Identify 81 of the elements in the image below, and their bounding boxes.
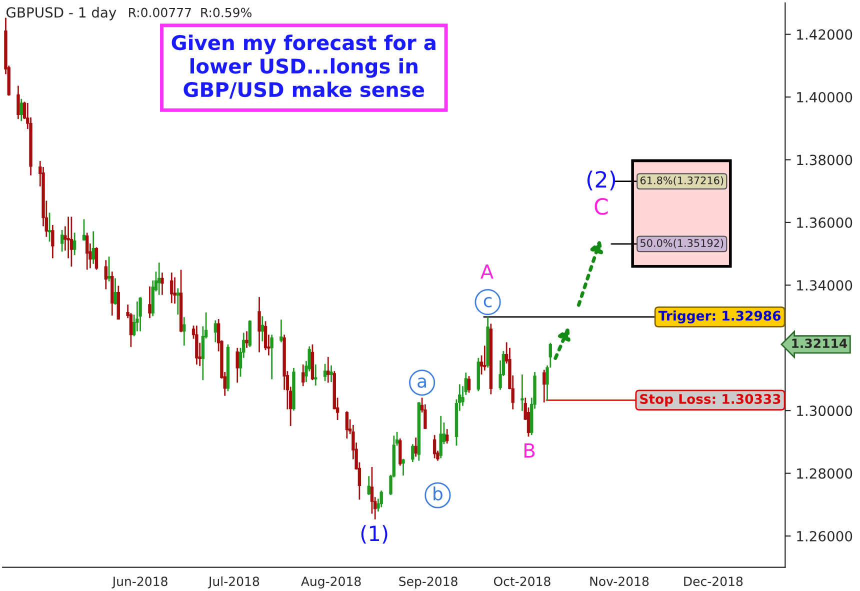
candlestick — [60, 229, 64, 252]
annotation: B — [524, 443, 535, 458]
y-tick-label: 1.42000 — [797, 29, 852, 40]
candlestick — [107, 256, 111, 282]
annotation: c — [484, 296, 492, 308]
candlestick — [446, 428, 449, 444]
candlestick — [367, 475, 370, 496]
candlestick — [160, 272, 164, 296]
annotation: (1) — [361, 525, 388, 544]
candlestick — [398, 438, 402, 466]
candlestick — [138, 296, 142, 332]
candlestick — [520, 374, 524, 412]
candlestick — [432, 434, 436, 459]
candlestick — [245, 330, 248, 349]
candlestick — [526, 406, 530, 438]
annotation: A — [480, 264, 494, 279]
candlestick — [439, 415, 442, 459]
candlestick — [51, 224, 54, 259]
candlestick — [345, 410, 349, 440]
candlestick — [258, 296, 261, 353]
y-tick-label: 1.40000 — [797, 92, 852, 102]
candlestick — [214, 320, 218, 343]
candlestick — [380, 490, 383, 508]
candlestick — [323, 363, 327, 382]
candlestick — [542, 369, 546, 404]
chart-title: GBPUSD - 1 day — [6, 6, 116, 20]
candlestick — [483, 344, 486, 372]
annotation: Given my forecast for a lower USD...longs in GBP/USD make sense — [172, 34, 436, 99]
candlestick — [70, 216, 74, 268]
y-tick-label: 1.36000 — [797, 217, 852, 228]
candlestick — [326, 356, 330, 384]
x-tick-label: Aug-2018 — [301, 576, 361, 588]
x-tick-label: Jul-2018 — [208, 576, 260, 588]
candlestick — [16, 85, 20, 120]
candlestick — [270, 334, 274, 380]
candlestick — [411, 443, 414, 463]
y-tick-label: 1.38000 — [797, 154, 852, 166]
y-tick-label: 1.30000 — [797, 406, 852, 416]
candlestick — [173, 276, 176, 304]
x-tick-label: Sep-2018 — [399, 576, 458, 588]
y-tick-label: 1.26000 — [797, 530, 852, 542]
candlestick — [195, 324, 198, 366]
y-tick-label: 1.28000 — [797, 468, 852, 479]
chart-subtitle: R:0.00777 R:0.59% — [129, 8, 252, 18]
annotation: a — [418, 378, 426, 388]
candlestick — [176, 288, 180, 316]
x-tick-label: Dec-2018 — [684, 576, 743, 586]
text: 1.32114 — [792, 338, 848, 348]
candlestick — [260, 316, 264, 342]
candlestick — [402, 458, 405, 476]
candlestick — [236, 347, 239, 384]
candlestick — [467, 375, 471, 394]
x-tick-label: Oct-2018 — [494, 576, 550, 586]
candlestick — [114, 278, 117, 306]
annotation: 50.0%(1.35192) — [640, 238, 724, 248]
ref-line-label: Trigger: 1.32986 — [658, 310, 781, 324]
candlestick — [86, 232, 89, 270]
candlestick — [104, 259, 108, 290]
candlestick — [148, 286, 152, 319]
y-tick-label: 1.34000 — [797, 280, 852, 291]
x-tick-label: Jun-2018 — [112, 576, 168, 588]
candlestick — [170, 272, 174, 304]
candlestick — [94, 246, 98, 270]
candlestick — [72, 232, 76, 256]
candlestick — [314, 364, 318, 386]
candlestick — [20, 98, 23, 122]
annotation: C — [594, 198, 608, 215]
candlestick — [302, 364, 305, 387]
candlestick — [330, 364, 333, 383]
candlestick — [92, 230, 95, 265]
x-tick-label: Nov-2018 — [590, 576, 649, 586]
candlestick — [182, 316, 186, 346]
candlestick — [414, 436, 418, 458]
candlestick — [158, 262, 161, 296]
candlestick — [48, 212, 52, 242]
candlestick — [82, 218, 86, 242]
annotation: 61.8%(1.37216) — [640, 176, 724, 186]
annotation: (2) — [587, 170, 616, 190]
candlestick — [280, 318, 283, 343]
ref-line-label: Stop Loss: 1.30333 — [640, 394, 780, 407]
annotation: b — [434, 486, 442, 500]
